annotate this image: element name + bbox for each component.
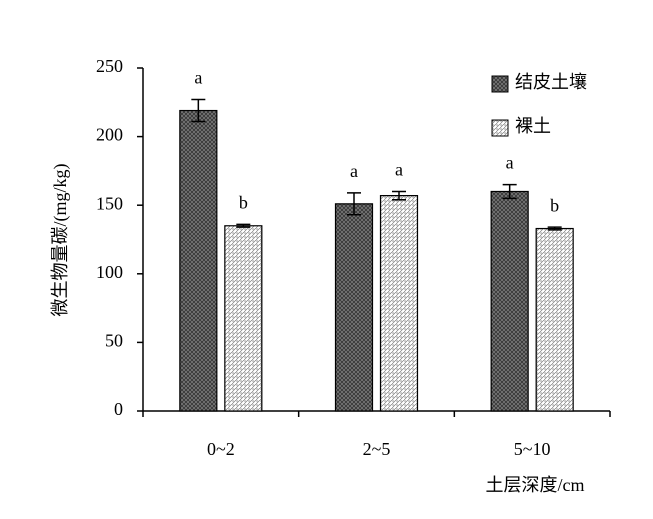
legend-swatch [491, 119, 509, 137]
y-tick-label: 0 [114, 399, 123, 419]
significance-letter: a [194, 68, 202, 88]
significance-letter: a [395, 160, 403, 180]
bar [179, 109, 218, 412]
error-bar [502, 183, 517, 200]
bar [535, 227, 574, 412]
y-tick-label: 200 [96, 125, 123, 145]
legend-label: 裸土 [515, 116, 551, 136]
significance-letter: a [350, 161, 358, 181]
error-bar [347, 192, 361, 216]
error-bar [392, 190, 406, 201]
bar [490, 190, 529, 412]
significance-letter: a [506, 153, 514, 173]
y-tick-label: 50 [105, 331, 123, 351]
y-tick-label: 250 [96, 56, 123, 76]
bar [334, 203, 374, 412]
legend-swatch [491, 75, 509, 93]
x-tick-label: 2~5 [363, 439, 391, 459]
y-tick-label: 150 [96, 193, 123, 213]
error-bar [236, 223, 251, 228]
y-tick-label: 100 [96, 262, 123, 282]
x-tick-label: 0~2 [207, 439, 235, 459]
x-tick-label: 5~10 [514, 439, 551, 459]
significance-letter: b [239, 193, 248, 213]
legend-label: 结皮土壤 [515, 72, 587, 92]
bar [379, 194, 419, 412]
error-bar [547, 226, 562, 231]
error-bar [191, 98, 206, 123]
y-axis-title: 微生物量碳/(mg/kg) [50, 164, 71, 317]
x-axis-title: 土层深度/cm [486, 475, 585, 495]
bar [224, 225, 263, 412]
significance-letter: b [550, 195, 559, 215]
